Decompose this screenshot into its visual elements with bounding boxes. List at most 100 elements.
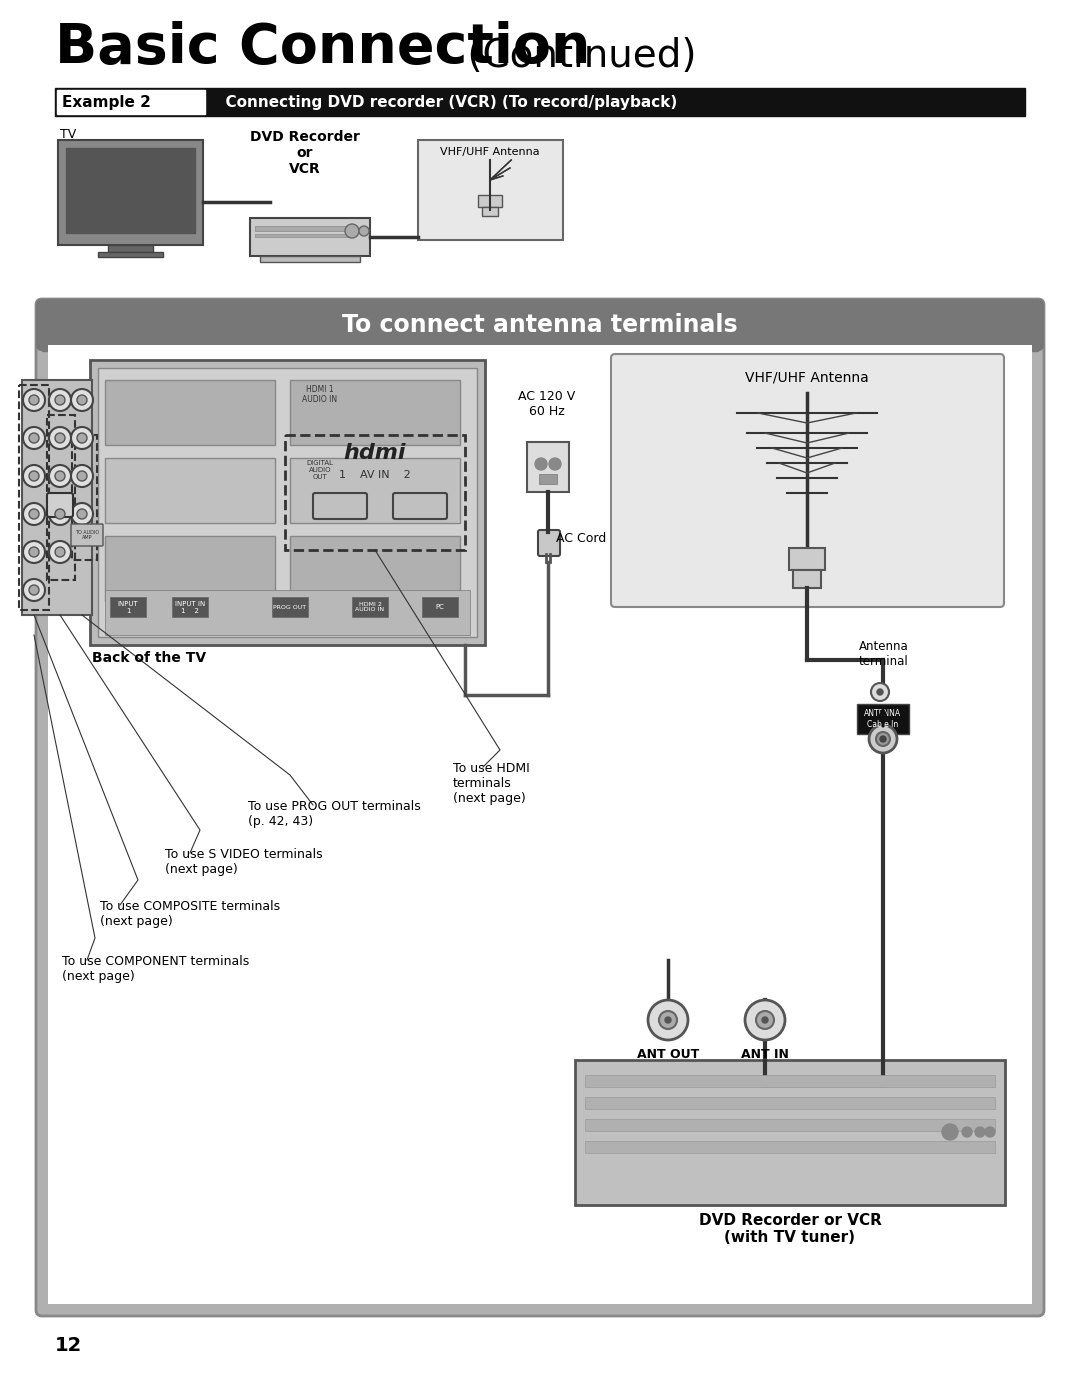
Circle shape bbox=[359, 227, 369, 236]
Bar bbox=[105, 536, 275, 601]
Bar bbox=[539, 474, 557, 484]
Text: Example 2: Example 2 bbox=[62, 94, 151, 109]
Bar bbox=[42, 315, 1038, 351]
Bar bbox=[260, 256, 360, 263]
Bar bbox=[172, 597, 208, 616]
Circle shape bbox=[877, 690, 883, 695]
Bar bbox=[291, 380, 460, 445]
Circle shape bbox=[71, 464, 93, 486]
Circle shape bbox=[745, 1001, 785, 1041]
FancyBboxPatch shape bbox=[36, 299, 1044, 351]
Circle shape bbox=[49, 388, 71, 410]
Text: To use HDMI
terminals
(next page): To use HDMI terminals (next page) bbox=[453, 761, 530, 804]
Text: PROG OUT: PROG OUT bbox=[273, 604, 307, 609]
Bar bbox=[789, 549, 825, 569]
Text: 12: 12 bbox=[55, 1336, 82, 1354]
Bar bbox=[585, 1142, 995, 1153]
Text: To use COMPONENT terminals
(next page): To use COMPONENT terminals (next page) bbox=[62, 955, 249, 983]
Circle shape bbox=[23, 579, 45, 601]
Bar bbox=[48, 415, 75, 580]
Text: VHF/UHF Antenna: VHF/UHF Antenna bbox=[441, 146, 540, 158]
FancyBboxPatch shape bbox=[313, 493, 367, 520]
Circle shape bbox=[49, 427, 71, 449]
Text: DVD Recorder
or
VCR: DVD Recorder or VCR bbox=[251, 130, 360, 177]
Bar bbox=[418, 140, 563, 240]
Bar bbox=[22, 380, 92, 615]
Bar bbox=[108, 245, 153, 252]
Text: To use S VIDEO terminals
(next page): To use S VIDEO terminals (next page) bbox=[165, 849, 323, 876]
FancyBboxPatch shape bbox=[393, 493, 447, 520]
Text: AC Cord: AC Cord bbox=[556, 532, 606, 545]
Circle shape bbox=[975, 1126, 985, 1137]
Text: HDMI 1
AUDIO IN: HDMI 1 AUDIO IN bbox=[302, 386, 338, 405]
Bar bbox=[255, 234, 350, 236]
Bar bbox=[105, 457, 275, 522]
Circle shape bbox=[762, 1017, 768, 1023]
Text: PC: PC bbox=[435, 604, 445, 609]
Bar bbox=[575, 1060, 1005, 1205]
Bar bbox=[482, 207, 498, 216]
Text: INPUT IN
1    2: INPUT IN 1 2 bbox=[175, 601, 205, 614]
Bar bbox=[585, 1075, 995, 1088]
Circle shape bbox=[77, 433, 87, 444]
Circle shape bbox=[876, 732, 890, 746]
Text: TO AUDIO
AMP: TO AUDIO AMP bbox=[75, 529, 99, 540]
Circle shape bbox=[23, 464, 45, 486]
Bar bbox=[72, 435, 97, 560]
Circle shape bbox=[55, 433, 65, 444]
Bar bbox=[478, 195, 502, 207]
FancyBboxPatch shape bbox=[36, 299, 1044, 1316]
Bar bbox=[352, 597, 388, 616]
Circle shape bbox=[29, 395, 39, 405]
Circle shape bbox=[71, 427, 93, 449]
Bar bbox=[66, 148, 195, 234]
Circle shape bbox=[71, 503, 93, 525]
Text: Back of the TV: Back of the TV bbox=[92, 651, 206, 665]
Circle shape bbox=[77, 471, 87, 481]
Circle shape bbox=[665, 1017, 671, 1023]
Text: ANT IN: ANT IN bbox=[741, 1048, 788, 1061]
Circle shape bbox=[985, 1126, 995, 1137]
FancyBboxPatch shape bbox=[611, 354, 1004, 607]
Circle shape bbox=[962, 1126, 972, 1137]
FancyBboxPatch shape bbox=[71, 524, 103, 546]
Text: INPUT
1: INPUT 1 bbox=[118, 601, 138, 614]
Circle shape bbox=[29, 433, 39, 444]
Circle shape bbox=[49, 503, 71, 525]
FancyBboxPatch shape bbox=[538, 531, 561, 556]
Circle shape bbox=[659, 1012, 677, 1030]
Bar bbox=[585, 1097, 995, 1108]
Bar bbox=[285, 435, 465, 550]
Circle shape bbox=[29, 509, 39, 520]
Circle shape bbox=[55, 509, 65, 520]
Text: 1    AV IN    2: 1 AV IN 2 bbox=[339, 470, 410, 480]
Text: To use COMPOSITE terminals
(next page): To use COMPOSITE terminals (next page) bbox=[100, 900, 280, 927]
Bar bbox=[249, 218, 370, 256]
Bar bbox=[422, 597, 458, 616]
Circle shape bbox=[29, 471, 39, 481]
FancyBboxPatch shape bbox=[48, 493, 73, 517]
Text: hdmi: hdmi bbox=[343, 444, 406, 463]
Text: Basic Connection: Basic Connection bbox=[55, 21, 591, 75]
Bar bbox=[48, 346, 1032, 1305]
Bar bbox=[858, 703, 909, 734]
Text: ANT OUT: ANT OUT bbox=[637, 1048, 699, 1061]
Text: To connect antenna terminals: To connect antenna terminals bbox=[342, 312, 738, 337]
Bar bbox=[272, 597, 308, 616]
Circle shape bbox=[55, 471, 65, 481]
Circle shape bbox=[870, 683, 889, 701]
Bar bbox=[58, 140, 203, 245]
Circle shape bbox=[55, 395, 65, 405]
Circle shape bbox=[880, 737, 886, 742]
Circle shape bbox=[23, 503, 45, 525]
Circle shape bbox=[942, 1124, 958, 1140]
Bar bbox=[98, 252, 163, 257]
Circle shape bbox=[648, 1001, 688, 1041]
Bar bbox=[105, 590, 470, 634]
Circle shape bbox=[29, 585, 39, 596]
Text: Connecting DVD recorder (VCR) (To record/playback): Connecting DVD recorder (VCR) (To record… bbox=[215, 94, 677, 109]
Bar bbox=[55, 88, 1025, 116]
Bar bbox=[98, 368, 477, 637]
Circle shape bbox=[756, 1012, 774, 1030]
Bar bbox=[19, 386, 49, 609]
